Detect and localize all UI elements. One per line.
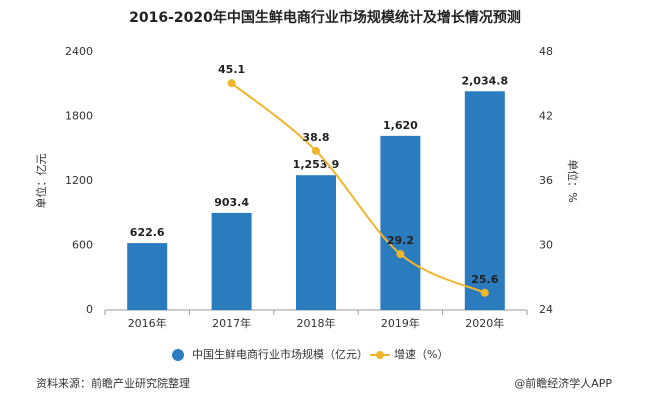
chart-title: 2016-2020年中国生鲜电商行业市场规模统计及增长情况预测 <box>129 9 521 26</box>
bar-value-label: 622.6 <box>130 226 165 239</box>
y2-tick-label: 48 <box>539 45 553 58</box>
y-tick-label: 600 <box>72 239 93 252</box>
line-value-label: 25.6 <box>471 273 498 286</box>
x-tick-label: 2019年 <box>381 316 420 330</box>
bar <box>127 243 168 310</box>
source: 资料来源：前瞻产业研究院整理 <box>36 376 190 390</box>
y2-tick-label: 42 <box>539 110 553 123</box>
bar <box>211 212 252 310</box>
legend-label: 中国生鲜电商行业市场规模（亿元） <box>192 347 368 361</box>
x-tick-label: 2020年 <box>465 316 504 330</box>
line-value-label: 38.8 <box>302 131 329 144</box>
y-tick-label: 0 <box>86 303 93 316</box>
x-tick-label: 2016年 <box>128 316 167 330</box>
growth-point <box>480 288 489 297</box>
line-value-label: 45.1 <box>218 63 245 76</box>
y-tick-label: 2400 <box>65 45 93 58</box>
y2-tick-label: 24 <box>539 303 553 316</box>
legend-swatch <box>376 351 384 359</box>
legend-swatch <box>172 349 184 361</box>
bar <box>296 175 336 310</box>
bar-value-label: 903.4 <box>214 196 249 209</box>
y-tick-label: 1200 <box>65 174 93 187</box>
legend-label: 增速（%） <box>394 347 448 361</box>
growth-point <box>227 79 236 88</box>
bar <box>464 91 505 310</box>
x-tick-label: 2018年 <box>297 316 336 330</box>
y2-tick-label: 30 <box>539 239 553 252</box>
y2-tick-label: 36 <box>539 174 553 187</box>
growth-line <box>230 82 486 294</box>
y-axis-label: 单位：亿元 <box>34 154 48 209</box>
bar-value-label: 2,034.8 <box>461 74 508 87</box>
bar <box>380 135 421 310</box>
bar-value-label: 1,620 <box>383 119 418 132</box>
y-tick-label: 1800 <box>65 110 93 123</box>
line-value-label: 29.2 <box>387 234 414 247</box>
bar-value-label: 1,253.9 <box>293 158 340 171</box>
credit: @前瞻经济学人APP <box>514 376 612 390</box>
y2-axis-label: 单位：% <box>566 159 580 202</box>
growth-point <box>396 250 405 259</box>
x-tick-label: 2017年 <box>212 316 251 330</box>
growth-point <box>312 146 320 155</box>
